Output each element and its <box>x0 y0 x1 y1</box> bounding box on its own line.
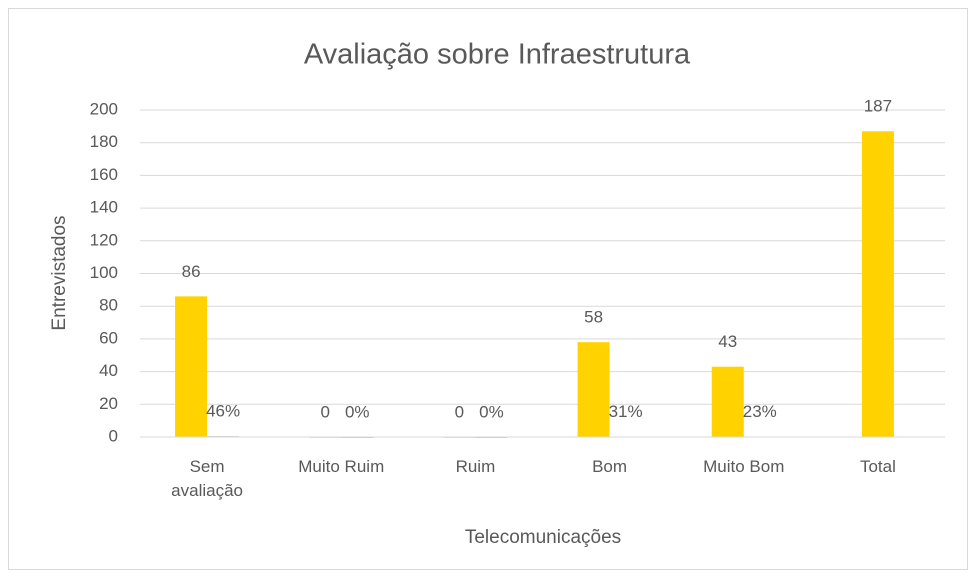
y-tick-label: 80 <box>99 296 118 315</box>
data-label: 0% <box>479 402 504 421</box>
data-label: 43 <box>718 332 737 351</box>
y-tick-label: 60 <box>99 328 118 347</box>
chart-title: Avaliação sobre Infraestrutura <box>304 39 691 71</box>
y-tick-label: 160 <box>90 165 118 184</box>
data-label: 46% <box>206 402 240 421</box>
y-tick-label: 0 <box>109 426 118 445</box>
y-tick-label: 40 <box>99 361 118 380</box>
chart-frame <box>8 8 968 570</box>
data-label: 0 <box>321 402 330 421</box>
bar <box>577 342 610 437</box>
x-tick-label: Muito Bom <box>703 457 785 476</box>
y-tick-label: 180 <box>90 132 118 151</box>
y-tick-label: 100 <box>90 263 118 282</box>
y-tick-label: 120 <box>90 230 118 249</box>
y-axis-title: Entrevistados <box>49 215 70 330</box>
x-tick-label: Muito Ruim <box>298 457 385 476</box>
bar <box>711 366 744 437</box>
bar <box>861 131 894 437</box>
x-tick-label: Bom <box>592 457 628 476</box>
y-tick-label: 200 <box>90 99 118 118</box>
data-label: 86 <box>182 262 201 281</box>
bar <box>175 296 208 437</box>
data-label: 58 <box>584 308 603 327</box>
data-label: 0% <box>345 402 370 421</box>
x-axis-title: Telecomunicações <box>465 527 621 548</box>
data-label: 31% <box>609 402 643 421</box>
data-label: 187 <box>864 97 892 116</box>
x-tick-label: Ruim <box>455 457 496 476</box>
data-label: 0 <box>455 402 464 421</box>
x-tick-label: Total <box>859 457 896 476</box>
x-tick-label: Sem avaliação <box>171 457 243 500</box>
data-label: 23% <box>743 402 777 421</box>
y-tick-label: 20 <box>99 394 118 413</box>
y-tick-label: 140 <box>90 198 118 217</box>
